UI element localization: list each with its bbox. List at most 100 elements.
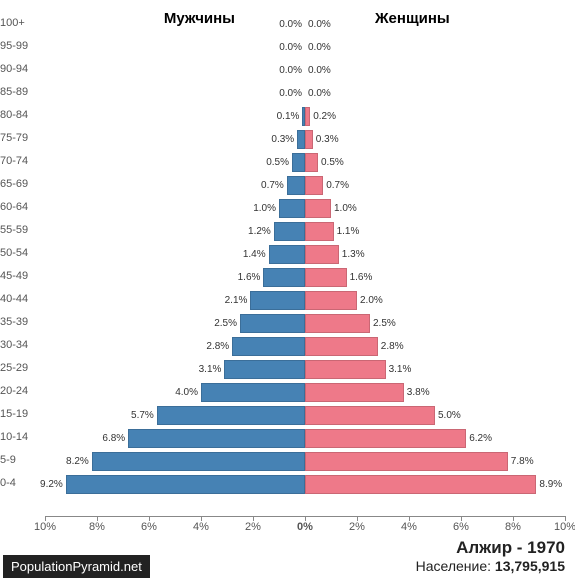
age-label: 35-39 [0, 316, 42, 328]
female-pct: 2.5% [373, 318, 396, 329]
female-pct: 0.2% [313, 111, 336, 122]
male-pct: 0.0% [279, 19, 302, 30]
pyramid-rows: 100+0.0%0.0%95-990.0%0.0%90-940.0%0.0%85… [45, 13, 565, 496]
male-pct: 0.5% [266, 157, 289, 168]
age-label: 85-89 [0, 86, 42, 98]
female-bar [305, 360, 386, 379]
male-bar [232, 337, 305, 356]
pyramid-row: 95-990.0%0.0% [45, 36, 565, 59]
female-bar [305, 199, 331, 218]
pyramid-row: 85-890.0%0.0% [45, 82, 565, 105]
pyramid-row: 65-690.7%0.7% [45, 174, 565, 197]
pyramid-chart: Мужчины Женщины 100+0.0%0.0%95-990.0%0.0… [45, 8, 565, 508]
female-bar [305, 383, 404, 402]
male-pct: 5.7% [131, 410, 154, 421]
age-label: 70-74 [0, 155, 42, 167]
male-pct: 1.0% [253, 203, 276, 214]
female-pct: 3.8% [407, 387, 430, 398]
population-value: 13,795,915 [495, 558, 565, 574]
male-bar [201, 383, 305, 402]
male-bar [157, 406, 305, 425]
male-bar [240, 314, 305, 333]
age-label: 80-84 [0, 109, 42, 121]
age-label: 45-49 [0, 270, 42, 282]
female-bar [305, 314, 370, 333]
male-bar [224, 360, 305, 379]
male-bar [263, 268, 305, 287]
age-label: 50-54 [0, 247, 42, 259]
pyramid-row: 80-840.1%0.2% [45, 105, 565, 128]
male-pct: 8.2% [66, 456, 89, 467]
pyramid-row: 90-940.0%0.0% [45, 59, 565, 82]
source-badge: PopulationPyramid.net [3, 555, 150, 578]
age-label: 90-94 [0, 63, 42, 75]
female-pct: 0.0% [308, 42, 331, 53]
female-bar [305, 291, 357, 310]
female-bar [305, 153, 318, 172]
pyramid-row: 35-392.5%2.5% [45, 312, 565, 335]
female-pct: 1.0% [334, 203, 357, 214]
x-tick-label: 6% [141, 521, 157, 533]
female-bar [305, 452, 508, 471]
female-pct: 8.9% [539, 479, 562, 490]
pyramid-row: 20-244.0%3.8% [45, 381, 565, 404]
male-pct: 2.1% [225, 295, 248, 306]
male-pct: 0.3% [271, 134, 294, 145]
chart-title: Алжир - 1970 [456, 538, 565, 558]
x-tick-label: 0% [297, 521, 313, 533]
x-tick-label: 6% [453, 521, 469, 533]
male-pct: 2.8% [206, 341, 229, 352]
male-pct: 3.1% [199, 364, 222, 375]
male-pct: 0.1% [277, 111, 300, 122]
male-bar [128, 429, 305, 448]
pyramid-row: 10-146.8%6.2% [45, 427, 565, 450]
male-bar [66, 475, 305, 494]
female-bar [305, 245, 339, 264]
x-tick-label: 10% [554, 521, 575, 533]
female-bar [305, 107, 310, 126]
female-pct: 2.8% [381, 341, 404, 352]
age-label: 5-9 [0, 454, 42, 466]
female-bar [305, 406, 435, 425]
female-pct: 1.1% [337, 226, 360, 237]
female-bar [305, 176, 323, 195]
age-label: 15-19 [0, 408, 42, 420]
male-pct: 6.8% [102, 433, 125, 444]
female-pct: 5.0% [438, 410, 461, 421]
female-bar [305, 337, 378, 356]
age-label: 0-4 [0, 477, 42, 489]
male-bar [274, 222, 305, 241]
male-pct: 0.0% [279, 65, 302, 76]
age-label: 65-69 [0, 178, 42, 190]
x-tick-label: 8% [505, 521, 521, 533]
female-bar [305, 222, 334, 241]
age-label: 40-44 [0, 293, 42, 305]
female-pct: 0.0% [308, 88, 331, 99]
pyramid-row: 50-541.4%1.3% [45, 243, 565, 266]
female-bar [305, 268, 347, 287]
male-bar [297, 130, 305, 149]
female-pct: 0.5% [321, 157, 344, 168]
male-bar [92, 452, 305, 471]
male-pct: 1.6% [238, 272, 261, 283]
male-pct: 1.4% [243, 249, 266, 260]
male-pct: 0.0% [279, 88, 302, 99]
population-line: Население: 13,795,915 [416, 558, 565, 574]
male-pct: 1.2% [248, 226, 271, 237]
x-tick-label: 2% [245, 521, 261, 533]
male-pct: 0.7% [261, 180, 284, 191]
age-label: 55-59 [0, 224, 42, 236]
x-tick-label: 8% [89, 521, 105, 533]
age-label: 10-14 [0, 431, 42, 443]
male-pct: 4.0% [175, 387, 198, 398]
female-pct: 6.2% [469, 433, 492, 444]
female-bar [305, 475, 536, 494]
male-bar [269, 245, 305, 264]
x-tick-label: 2% [349, 521, 365, 533]
female-pct: 3.1% [389, 364, 412, 375]
female-pct: 0.3% [316, 134, 339, 145]
pyramid-row: 60-641.0%1.0% [45, 197, 565, 220]
age-label: 25-29 [0, 362, 42, 374]
male-bar [287, 176, 305, 195]
pyramid-row: 30-342.8%2.8% [45, 335, 565, 358]
